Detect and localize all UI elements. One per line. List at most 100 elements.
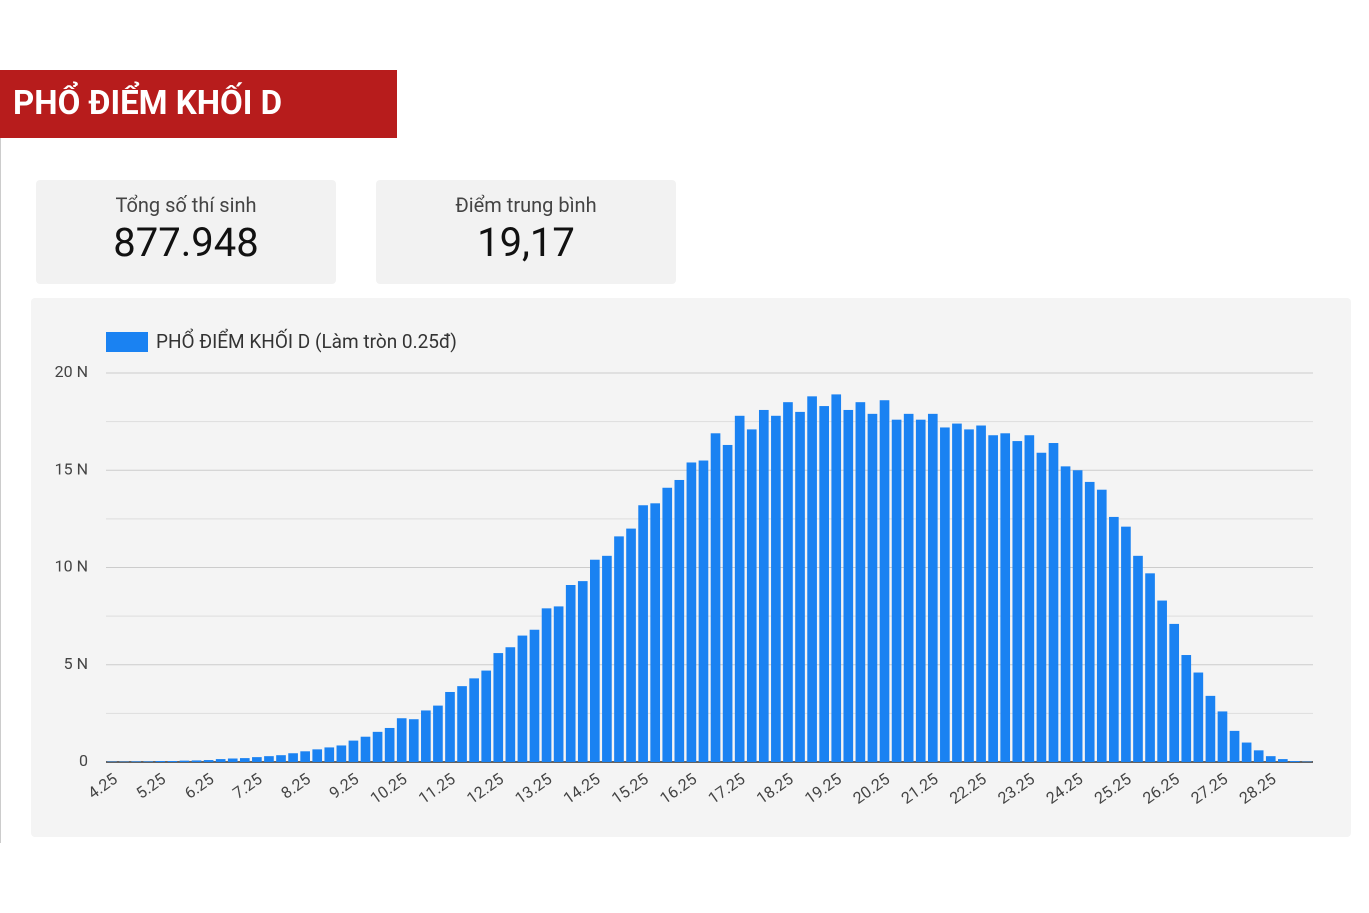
bar — [324, 747, 335, 762]
bar — [964, 429, 974, 762]
bar — [505, 647, 516, 762]
x-tick-label: 15.25 — [608, 769, 652, 808]
bar — [590, 559, 600, 762]
bar — [264, 756, 274, 762]
bar — [1181, 655, 1192, 762]
y-tick-label: 20 N — [55, 362, 88, 381]
bar — [517, 635, 528, 762]
bar — [384, 727, 395, 762]
bar — [300, 751, 310, 762]
bar — [758, 409, 769, 762]
stat-label: Điểm trung bình — [455, 193, 597, 217]
bar — [710, 433, 721, 762]
bar — [674, 479, 685, 762]
bar — [360, 736, 371, 762]
bar — [1145, 573, 1155, 762]
bar — [686, 462, 697, 762]
bar — [915, 419, 926, 762]
bar — [276, 755, 286, 762]
bar — [602, 555, 612, 762]
x-tick-label: 23.25 — [994, 769, 1038, 808]
bar — [421, 710, 431, 762]
bar — [215, 759, 226, 762]
x-tick-label: 4.25 — [84, 769, 120, 802]
bar — [1121, 526, 1131, 762]
bar — [1265, 756, 1276, 762]
bar — [976, 425, 986, 762]
x-tick-label: 5.25 — [133, 769, 169, 802]
x-tick-label: 28.25 — [1236, 769, 1280, 808]
x-tick-label: 19.25 — [801, 769, 845, 808]
stat-value: 877.948 — [113, 219, 259, 266]
bar — [626, 528, 636, 762]
bar — [155, 761, 166, 762]
bar — [493, 653, 504, 762]
x-tick-label: 8.25 — [277, 769, 313, 802]
bar — [614, 536, 624, 762]
bar — [927, 413, 938, 762]
bar — [638, 505, 648, 762]
bar — [952, 423, 962, 762]
x-tick-label: 14.25 — [560, 769, 604, 808]
bar — [167, 761, 178, 762]
bar — [879, 400, 890, 762]
bar — [988, 435, 998, 762]
bar — [433, 705, 443, 762]
bar — [891, 419, 902, 762]
bar — [650, 503, 661, 762]
bar — [396, 718, 407, 762]
bar — [1072, 470, 1083, 762]
bar — [529, 629, 540, 762]
x-tick-label: 22.25 — [946, 769, 990, 808]
bar — [843, 409, 854, 762]
bar — [746, 429, 757, 762]
bar — [855, 402, 866, 762]
bar — [553, 606, 564, 762]
x-tick-label: 16.25 — [656, 769, 700, 808]
legend-label: PHỔ ĐIỂM KHỐI D (Làm tròn 0.25đ) — [156, 329, 457, 353]
bar — [722, 444, 733, 762]
bar — [469, 678, 479, 762]
bar — [819, 406, 829, 762]
x-tick-label: 18.25 — [753, 769, 797, 808]
x-tick-label: 11.25 — [415, 769, 459, 808]
bar — [1036, 452, 1047, 762]
bar — [312, 749, 323, 762]
bar — [577, 581, 588, 762]
stat-value: 19,17 — [477, 219, 575, 266]
bar — [239, 758, 250, 762]
stat-card: Tổng số thí sinh 877.948 — [36, 180, 336, 284]
bar — [1084, 481, 1095, 762]
bar — [457, 686, 467, 762]
bar — [807, 396, 817, 762]
x-tick-label: 24.25 — [1043, 769, 1087, 808]
bar — [203, 760, 214, 762]
bar — [288, 753, 298, 762]
y-tick-label: 0 — [79, 751, 88, 770]
x-tick-label: 26.25 — [1139, 769, 1183, 808]
bar — [1241, 742, 1252, 762]
legend-swatch — [106, 332, 148, 352]
edge-line — [0, 138, 1, 843]
bar — [131, 761, 142, 762]
bar — [481, 670, 492, 762]
x-tick-label: 7.25 — [229, 769, 265, 802]
x-tick-label: 17.25 — [705, 769, 749, 808]
x-tick-label: 21.25 — [898, 769, 942, 808]
bar — [734, 415, 745, 762]
x-tick-label: 9.25 — [326, 769, 362, 802]
x-tick-label: 10.25 — [367, 769, 411, 808]
bar — [1290, 761, 1300, 762]
bar — [227, 758, 238, 762]
stat-label: Tổng số thí sinh — [115, 193, 257, 217]
bar — [1012, 441, 1023, 762]
bar — [179, 760, 190, 762]
bar — [940, 427, 950, 762]
bar — [1157, 600, 1167, 762]
bar — [1133, 555, 1143, 762]
bar — [1277, 759, 1288, 762]
bar — [191, 760, 202, 762]
bar — [1193, 672, 1204, 762]
x-tick-label: 27.25 — [1187, 769, 1231, 808]
